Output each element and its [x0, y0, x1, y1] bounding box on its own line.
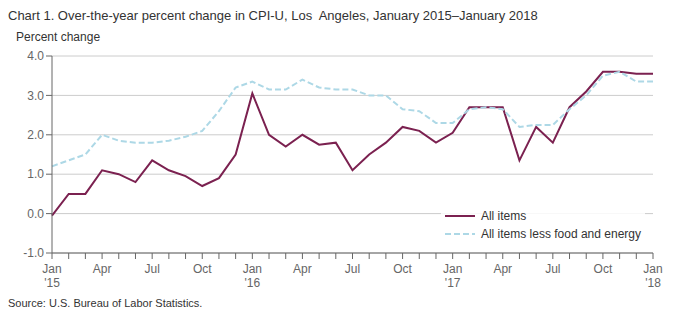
svg-text:1.0: 1.0: [27, 167, 44, 181]
svg-text:Oct: Oct: [594, 262, 613, 276]
svg-text:Apr: Apr: [493, 262, 512, 276]
svg-text:Jan'18: Jan'18: [643, 262, 662, 290]
svg-text:0.0: 0.0: [27, 207, 44, 221]
html-text:Percent change: Percent change: [16, 30, 101, 44]
svg-text:-1.0: -1.0: [23, 246, 44, 260]
svg-text:2.0: 2.0: [27, 128, 44, 142]
svg-text:3.0: 3.0: [27, 89, 44, 103]
svg-text:Apr: Apr: [293, 262, 312, 276]
html-text:Source: U.S. Bureau of Labor S: Source: U.S. Bureau of Labor Statistics.: [8, 297, 203, 309]
svg-text:4.0: 4.0: [27, 49, 44, 63]
svg-text:Apr: Apr: [93, 262, 112, 276]
svg-text:Jan'17: Jan'17: [443, 262, 462, 290]
html-text:All items less food and energy: All items less food and energy: [480, 227, 641, 241]
svg-text:Oct: Oct: [393, 262, 412, 276]
svg-text:Jul: Jul: [345, 262, 360, 276]
svg-text:Oct: Oct: [193, 262, 212, 276]
svg-text:Jul: Jul: [545, 262, 560, 276]
html-text:All items: All items: [480, 209, 527, 223]
html-text:Chart 1. Over-the-year percent: Chart 1. Over-the-year percent change in…: [8, 8, 538, 23]
svg-text:Jan'15: Jan'15: [42, 262, 61, 290]
svg-text:Jul: Jul: [144, 262, 159, 276]
svg-text:Jan'16: Jan'16: [243, 262, 262, 290]
